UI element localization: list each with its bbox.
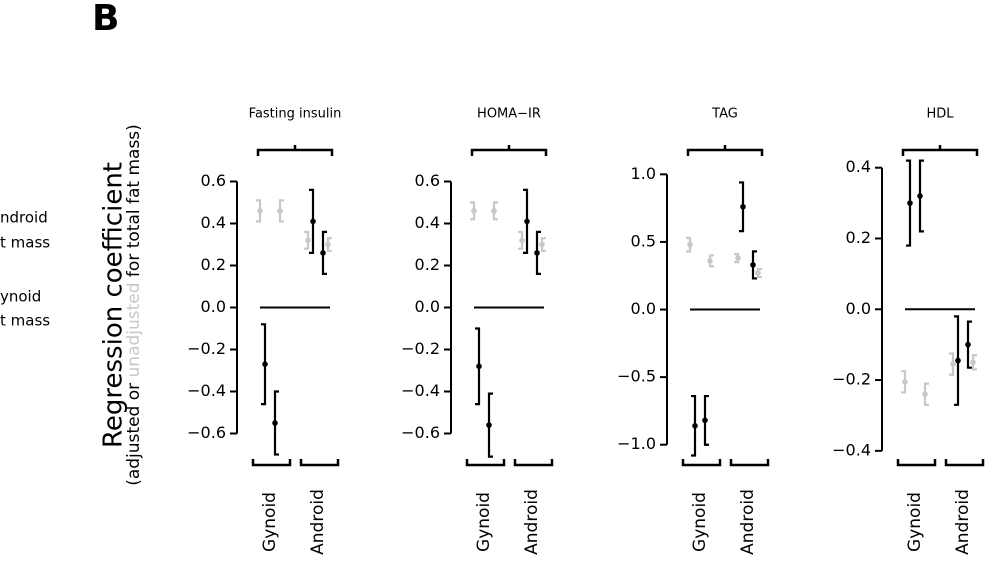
- point: [687, 241, 693, 248]
- top-bracket: [901, 145, 979, 156]
- y-subtitle-part: (adjusted or: [124, 377, 144, 485]
- y-tick-label: 0.2: [415, 255, 440, 274]
- category-bracket: [299, 459, 340, 467]
- point: [471, 208, 477, 214]
- point: [917, 193, 923, 199]
- point: [965, 341, 971, 348]
- y-tick-label: 0.0: [201, 297, 226, 316]
- point: [272, 420, 278, 426]
- point: [257, 208, 263, 214]
- point: [491, 208, 497, 214]
- point: [970, 359, 976, 366]
- y-tick-label: 0.0: [631, 299, 656, 318]
- x-tick-label: Gynoid: [905, 492, 925, 552]
- category-bracket: [465, 459, 506, 467]
- point: [755, 270, 761, 276]
- point: [534, 250, 540, 256]
- panel-label: B: [92, 0, 119, 39]
- point: [524, 218, 530, 225]
- chart-title: HDL: [926, 107, 954, 122]
- point: [692, 422, 698, 429]
- legend-text: ndroid: [0, 209, 48, 227]
- point: [735, 255, 741, 261]
- point: [702, 417, 708, 424]
- y-tick-label: −0.4: [832, 440, 871, 459]
- point: [476, 363, 482, 370]
- x-tick-label: Android: [953, 489, 973, 555]
- category-bracket: [944, 459, 985, 467]
- y-tick-label: −0.6: [401, 423, 440, 442]
- point: [310, 218, 316, 225]
- point: [305, 237, 311, 244]
- point: [325, 241, 331, 248]
- y-tick-label: 0.6: [201, 171, 226, 190]
- chart-title: Fasting insulin: [249, 107, 342, 122]
- top-bracket: [256, 145, 334, 156]
- y-tick-label: 0.2: [846, 228, 871, 247]
- point: [907, 200, 913, 206]
- point: [707, 258, 713, 264]
- y-tick-label: −0.6: [187, 423, 226, 442]
- point: [277, 208, 283, 214]
- y-tick-label: −0.4: [401, 381, 440, 400]
- y-tick-label: 0.2: [201, 255, 226, 274]
- category-bracket: [681, 459, 722, 467]
- chart-title: HOMA−IR: [477, 107, 541, 122]
- x-tick-label: Android: [522, 489, 542, 555]
- point: [922, 391, 928, 398]
- y-tick-label: −0.2: [401, 339, 440, 358]
- y-axis-subtitle: (adjusted or unadjusted for total fat ma…: [124, 124, 144, 486]
- top-bracket: [686, 145, 764, 156]
- y-subtitle-part: unadjusted: [124, 282, 144, 377]
- point: [740, 203, 746, 210]
- point: [519, 237, 525, 244]
- point: [320, 250, 326, 256]
- x-tick-label: Gynoid: [260, 492, 280, 552]
- y-tick-label: 0.4: [201, 213, 226, 232]
- chart-title: TAG: [711, 107, 738, 122]
- category-bracket: [513, 459, 554, 467]
- y-tick-label: −0.5: [617, 367, 656, 386]
- y-tick-label: 0.5: [631, 231, 656, 250]
- legend-text: t mass: [0, 234, 50, 252]
- y-tick-label: −0.4: [187, 381, 226, 400]
- category-bracket: [251, 459, 292, 467]
- y-axis-title: Regression coefficient: [99, 162, 129, 448]
- y-tick-label: 0.0: [415, 297, 440, 316]
- category-bracket: [729, 459, 770, 467]
- y-tick-label: 0.4: [846, 157, 871, 176]
- y-tick-label: −0.2: [187, 339, 226, 358]
- point: [950, 361, 956, 367]
- point: [902, 379, 908, 385]
- point: [750, 262, 756, 268]
- x-tick-label: Gynoid: [690, 492, 710, 552]
- y-tick-label: 0.0: [846, 299, 871, 318]
- legend-text: ynoid: [0, 288, 41, 306]
- y-tick-label: 1.0: [631, 164, 656, 183]
- x-tick-label: Android: [308, 489, 328, 555]
- x-tick-label: Gynoid: [474, 492, 494, 552]
- point: [955, 357, 961, 364]
- y-tick-label: −1.0: [617, 434, 656, 453]
- point: [486, 422, 492, 428]
- x-tick-label: Android: [738, 489, 758, 555]
- legend-text: t mass: [0, 312, 50, 330]
- point: [262, 361, 268, 368]
- y-tick-label: 0.4: [415, 213, 440, 232]
- y-tick-label: 0.6: [415, 171, 440, 190]
- top-bracket: [470, 145, 548, 156]
- y-subtitle-part: for total fat mass): [124, 124, 144, 282]
- category-bracket: [896, 459, 937, 467]
- y-tick-label: −0.2: [832, 370, 871, 389]
- point: [539, 241, 545, 248]
